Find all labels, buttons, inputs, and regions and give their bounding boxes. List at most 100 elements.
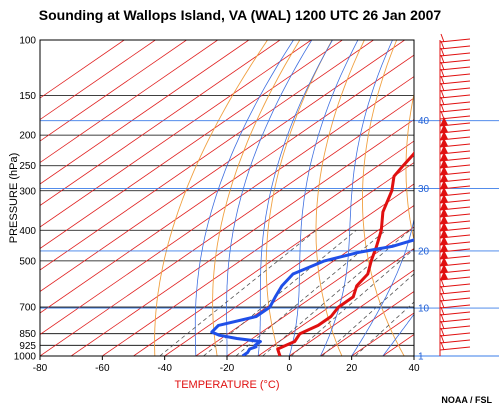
wind-barb-flag xyxy=(440,145,448,154)
isotherm-line xyxy=(382,334,414,356)
wind-barb-shaft xyxy=(439,199,471,204)
credit-text: NOAA / FSL xyxy=(441,395,492,405)
temperature-profile xyxy=(276,150,414,356)
wind-barb-feather xyxy=(440,327,445,337)
wind-barb-flag xyxy=(440,271,448,280)
wind-barb-shaft xyxy=(439,276,471,281)
isotherm-line xyxy=(164,183,414,356)
isotherm-line xyxy=(40,40,374,271)
wind-barb-shaft xyxy=(439,136,471,141)
wind-barb-flag xyxy=(440,201,448,210)
wind-barb-flag xyxy=(440,250,448,259)
wind-barb-shaft xyxy=(439,87,471,92)
y-axis-title: PRESSURE (hPa) xyxy=(8,153,20,243)
isotherm-line xyxy=(40,40,343,250)
height-tick-label: 20 xyxy=(418,246,430,257)
pressure-tick-label: 300 xyxy=(19,186,36,197)
moist-adiabat xyxy=(257,40,333,356)
dry-adiabat xyxy=(154,40,268,356)
height-axis-ticks: 1 10 20 30 40 xyxy=(418,116,430,362)
background-lines xyxy=(40,40,499,356)
dry-adiabat xyxy=(315,40,365,356)
wind-barb-shaft xyxy=(439,248,471,253)
isotherm-line xyxy=(40,40,405,293)
wind-barb-shaft xyxy=(439,150,471,155)
wind-barb-shaft xyxy=(439,185,471,190)
wind-barb-feather xyxy=(440,33,445,43)
dewpoint-profile xyxy=(210,238,414,356)
wind-barb-feather xyxy=(440,82,445,92)
moist-adiabat xyxy=(320,40,393,356)
isotherm-line xyxy=(102,140,414,356)
wind-barb-shaft xyxy=(439,143,471,148)
wind-barb-shaft xyxy=(439,192,471,197)
moist-adiabat xyxy=(194,40,294,356)
moist-adiabat xyxy=(382,313,414,356)
isotherm-line xyxy=(195,205,414,356)
temperature-tick-label: -80 xyxy=(33,363,48,374)
chart-title: Sounding at Wallops Island, VA (WAL) 120… xyxy=(39,7,442,23)
dry-adiabat xyxy=(447,40,499,356)
wind-barb-feather xyxy=(440,341,445,351)
pressure-tick-label: 925 xyxy=(19,341,36,352)
pressure-tick-label: 150 xyxy=(19,91,36,102)
height-tick-label: 10 xyxy=(418,304,430,315)
wind-barb-feather xyxy=(440,278,445,288)
wind-barb-feather xyxy=(440,334,445,344)
wind-barb-shaft xyxy=(439,115,471,120)
height-tick-label: 40 xyxy=(418,116,430,127)
x-axis-title: TEMPERATURE (°C) xyxy=(174,379,279,391)
wind-barbs xyxy=(439,33,471,356)
wind-barb-shaft xyxy=(439,178,471,183)
wind-barb-feather xyxy=(440,61,445,71)
height-tick-label: 1 xyxy=(418,352,424,363)
height-scale-lines xyxy=(40,120,499,357)
wind-barb-shaft xyxy=(439,213,471,218)
isotherm-line xyxy=(40,40,156,121)
isotherm-line xyxy=(289,269,414,356)
dry-adiabat xyxy=(212,40,301,356)
wind-barb-feather xyxy=(440,306,445,316)
wind-barb-shaft xyxy=(439,45,471,50)
wind-barb-shaft xyxy=(439,269,471,274)
isotherm-line xyxy=(40,54,414,314)
wind-barb-shaft xyxy=(439,66,471,71)
wind-barb-feather xyxy=(440,96,445,106)
wind-barb-shaft xyxy=(439,94,471,99)
dry-adiabat xyxy=(362,40,405,356)
temperature-tick-label: -60 xyxy=(95,363,110,374)
wind-barb-shaft xyxy=(439,80,471,85)
wind-barb-shaft xyxy=(439,262,471,267)
wind-barb-flag xyxy=(440,215,448,224)
wind-barb-shaft xyxy=(439,227,471,232)
wind-barb-shaft xyxy=(439,346,471,351)
mixing-ratio-line xyxy=(262,229,411,356)
wind-barb-feather xyxy=(440,89,445,99)
moist-adiabat xyxy=(226,40,313,356)
wind-barb-shaft xyxy=(439,52,471,57)
mixing-ratio-line xyxy=(159,229,317,356)
wind-barb-feather xyxy=(440,313,445,323)
isotherm-line xyxy=(40,40,218,164)
wind-barb-flag xyxy=(440,194,448,203)
mixing-ratio-line xyxy=(290,248,414,356)
wind-barb-flag xyxy=(440,152,448,161)
wind-barb-shaft xyxy=(439,290,471,295)
temperature-tick-label: -40 xyxy=(157,363,172,374)
temperature-axis-ticks: -80 -60 -40 -20 0 20 40 xyxy=(33,356,420,374)
wind-barb-flag xyxy=(440,236,448,245)
temperature-tick-label: 0 xyxy=(287,363,293,374)
wind-barb-flag xyxy=(440,264,448,273)
pressure-tick-label: 1000 xyxy=(14,352,37,363)
wind-barb-flag xyxy=(440,159,448,168)
wind-barb-feather xyxy=(440,54,445,64)
wind-barb-feather xyxy=(440,320,445,330)
isotherm-line xyxy=(40,40,187,142)
wind-barb-flag xyxy=(440,117,448,126)
wind-barb-feather xyxy=(440,110,445,120)
wind-barb-shaft xyxy=(439,283,471,288)
dry-adiabat xyxy=(265,40,333,356)
temperature-tick-label: -20 xyxy=(220,363,235,374)
